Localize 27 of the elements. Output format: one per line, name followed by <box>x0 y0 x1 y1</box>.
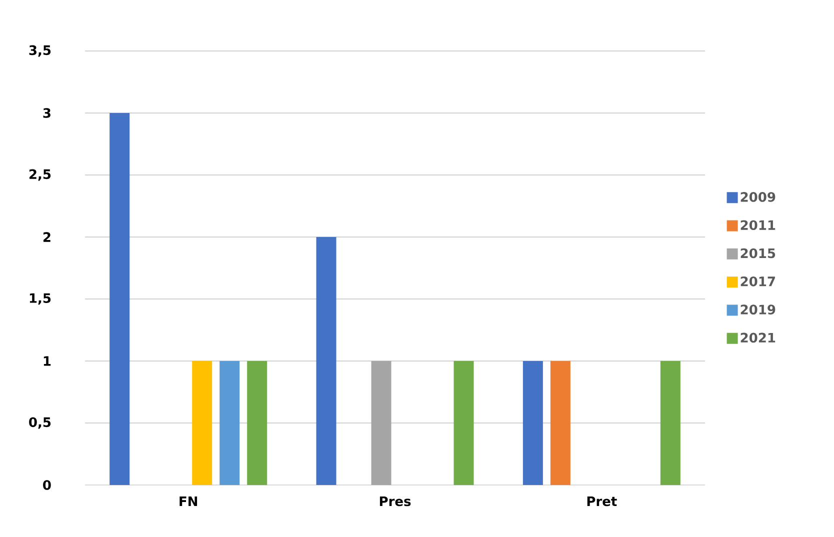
y-tick-label: 1 <box>44 356 51 366</box>
bar <box>454 360 474 485</box>
bar <box>192 360 212 485</box>
legend-label: 2017 <box>740 276 775 286</box>
bar <box>247 360 268 485</box>
y-tick-label: 0 <box>43 480 51 490</box>
x-tick-label: Pret <box>587 496 617 506</box>
legend-label: 2021 <box>740 332 776 343</box>
y-tick-label: 0,5 <box>29 417 51 429</box>
bar <box>110 112 130 485</box>
legend-label: 2011 <box>740 220 776 230</box>
legend-label: 2009 <box>740 192 776 202</box>
bar <box>522 360 543 485</box>
y-tick-label: 2,5 <box>29 169 51 181</box>
y-tick-label: 1,5 <box>30 293 51 305</box>
legend-label: 2015 <box>740 248 776 258</box>
bar <box>660 360 680 485</box>
bar <box>550 360 570 485</box>
y-tick-label: 3,5 <box>29 45 51 57</box>
y-tick-label: 2 <box>43 232 50 242</box>
y-tick-label: 3 <box>43 108 50 118</box>
x-tick-label: Pres <box>380 496 411 506</box>
legend-label: 2019 <box>740 304 776 314</box>
bar <box>371 360 392 485</box>
x-tick-label: FN <box>180 496 198 506</box>
bar <box>220 360 240 485</box>
bar <box>316 236 336 485</box>
